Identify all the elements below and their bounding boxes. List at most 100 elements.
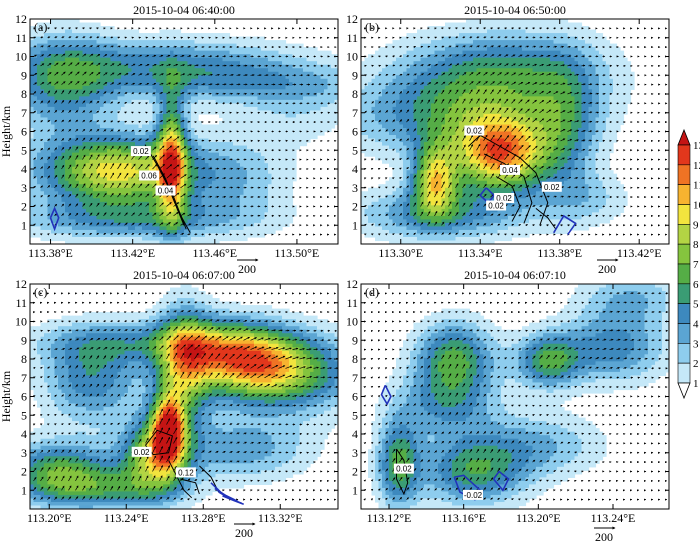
panel-a-heat-cell bbox=[279, 68, 283, 72]
panel-a-heat-cell bbox=[132, 79, 136, 83]
panel-a-heat-cell bbox=[195, 79, 199, 83]
panel-a-heat-cell bbox=[184, 124, 188, 128]
panel-a-heat-cell bbox=[268, 135, 272, 139]
panel-a-heat-cell bbox=[209, 79, 213, 83]
panel-a-heat-cell bbox=[289, 89, 293, 93]
panel-a-heat-cell bbox=[41, 107, 45, 111]
panel-a-heat-cell bbox=[212, 237, 216, 241]
panel-a-heat-cell bbox=[331, 79, 335, 83]
panel-a-heat-cell bbox=[100, 198, 104, 202]
panel-a-heat-cell bbox=[156, 156, 160, 160]
panel-a-heat-cell bbox=[195, 61, 199, 65]
panel-a-heat-cell bbox=[254, 114, 258, 118]
panel-a-heat-cell bbox=[237, 61, 241, 65]
panel-a-heat-cell bbox=[146, 47, 150, 51]
panel-a-heat-cell bbox=[240, 181, 244, 185]
panel-a-heat-cell bbox=[307, 93, 311, 97]
panel-a-heat-cell bbox=[310, 58, 314, 62]
panel-a-heat-cell bbox=[202, 33, 206, 37]
panel-a-heat-cell bbox=[226, 170, 230, 174]
panel-a-heat-cell bbox=[90, 33, 94, 37]
panel-a-heat-cell bbox=[72, 19, 76, 23]
panel-a-heat-cell bbox=[58, 205, 62, 209]
panel-a-heat-cell bbox=[296, 142, 300, 146]
panel-a-heat-cell bbox=[107, 68, 111, 72]
panel-a-heat-cell bbox=[247, 72, 251, 76]
panel-a-heat-cell bbox=[296, 65, 300, 69]
panel-a-heat-cell bbox=[233, 100, 237, 104]
panel-a-heat-cell bbox=[279, 226, 283, 230]
panel-a-heat-cell bbox=[167, 79, 171, 83]
panel-a-heat-cell bbox=[79, 86, 83, 90]
panel-a-heat-cell bbox=[41, 146, 45, 150]
panel-a-heat-cell bbox=[321, 89, 325, 93]
panel-a-heat-cell bbox=[254, 72, 258, 76]
panel-a-heat-cell bbox=[279, 103, 283, 107]
panel-a-heat-cell bbox=[100, 68, 104, 72]
panel-a-heat-cell bbox=[62, 40, 66, 44]
panel-a-heat-cell bbox=[268, 153, 272, 157]
panel-a-heat-cell bbox=[93, 44, 97, 48]
panel-a-heat-cell bbox=[104, 75, 108, 79]
panel-a-heat-cell bbox=[233, 37, 237, 41]
panel-a-heat-cell bbox=[83, 160, 87, 164]
panel-a-heat-cell bbox=[265, 209, 269, 213]
panel-a-heat-cell bbox=[76, 132, 80, 136]
panel-a-heat-cell bbox=[198, 124, 202, 128]
panel-a-heat-cell bbox=[296, 124, 300, 128]
panel-a-heat-cell bbox=[100, 216, 104, 220]
panel-a-heat-cell bbox=[72, 202, 76, 206]
panel-a-heat-cell bbox=[160, 146, 164, 150]
panel-a-heat-cell bbox=[202, 124, 206, 128]
panel-a-heat-cell bbox=[114, 124, 118, 128]
panel-a-heat-cell bbox=[139, 51, 143, 55]
panel-a-heat-cell bbox=[163, 198, 167, 202]
panel-a-heat-cell bbox=[72, 114, 76, 118]
panel-a-heat-cell bbox=[237, 40, 241, 44]
panel-a-heat-cell bbox=[51, 188, 55, 192]
panel-a-heat-cell bbox=[177, 132, 181, 136]
panel-a-heat-cell bbox=[240, 65, 244, 69]
panel-a-heat-cell bbox=[69, 212, 73, 216]
panel-a-heat-cell bbox=[100, 33, 104, 37]
panel-a-heat-cell bbox=[90, 86, 94, 90]
panel-a-heat-cell bbox=[174, 124, 178, 128]
panel-a-heat-cell bbox=[41, 79, 45, 83]
panel-a-heat-cell bbox=[198, 216, 202, 220]
panel-a-heat-cell bbox=[104, 114, 108, 118]
panel-a-heat-cell bbox=[202, 153, 206, 157]
panel-a-heat-cell bbox=[170, 219, 174, 223]
panel-a-heat-cell bbox=[114, 89, 118, 93]
panel-a-heat-cell bbox=[118, 142, 122, 146]
panel-a-heat-cell bbox=[72, 230, 76, 234]
panel-a-heat-cell bbox=[195, 191, 199, 195]
panel-a-heat-cell bbox=[41, 75, 45, 79]
panel-a-heat-cell bbox=[275, 146, 279, 150]
panel-a-heat-cell bbox=[195, 170, 199, 174]
panel-a-heat-cell bbox=[324, 128, 328, 132]
panel-a-heat-cell bbox=[282, 100, 286, 104]
panel-a-heat-cell bbox=[254, 100, 258, 104]
panel-a-heat-cell bbox=[139, 58, 143, 62]
panel-a-heat-cell bbox=[195, 163, 199, 167]
panel-a-heat-cell bbox=[170, 30, 174, 34]
panel-a-heat-cell bbox=[160, 198, 164, 202]
panel-a-heat-cell bbox=[90, 132, 94, 136]
panel-a-heat-cell bbox=[244, 142, 248, 146]
panel-a-heat-cell bbox=[62, 160, 66, 164]
panel-a-heat-cell bbox=[279, 47, 283, 51]
panel-a-heat-cell bbox=[41, 132, 45, 136]
panel-a-heat-cell bbox=[170, 149, 174, 153]
panel-a-heat-cell bbox=[254, 209, 258, 213]
panel-a-heat-cell bbox=[34, 107, 38, 111]
panel-a-heat-cell bbox=[275, 86, 279, 90]
panel-a-heat-cell bbox=[121, 149, 125, 153]
panel-a-heat-cell bbox=[321, 79, 325, 83]
panel-a-wind-vector bbox=[230, 206, 233, 207]
panel-a-heat-cell bbox=[233, 184, 237, 188]
panel-a-heat-cell bbox=[289, 209, 293, 213]
panel-a-heat-cell bbox=[121, 230, 125, 234]
panel-a-heat-cell bbox=[170, 114, 174, 118]
panel-a-heat-cell bbox=[62, 86, 66, 90]
panel-a-heat-cell bbox=[177, 93, 181, 97]
